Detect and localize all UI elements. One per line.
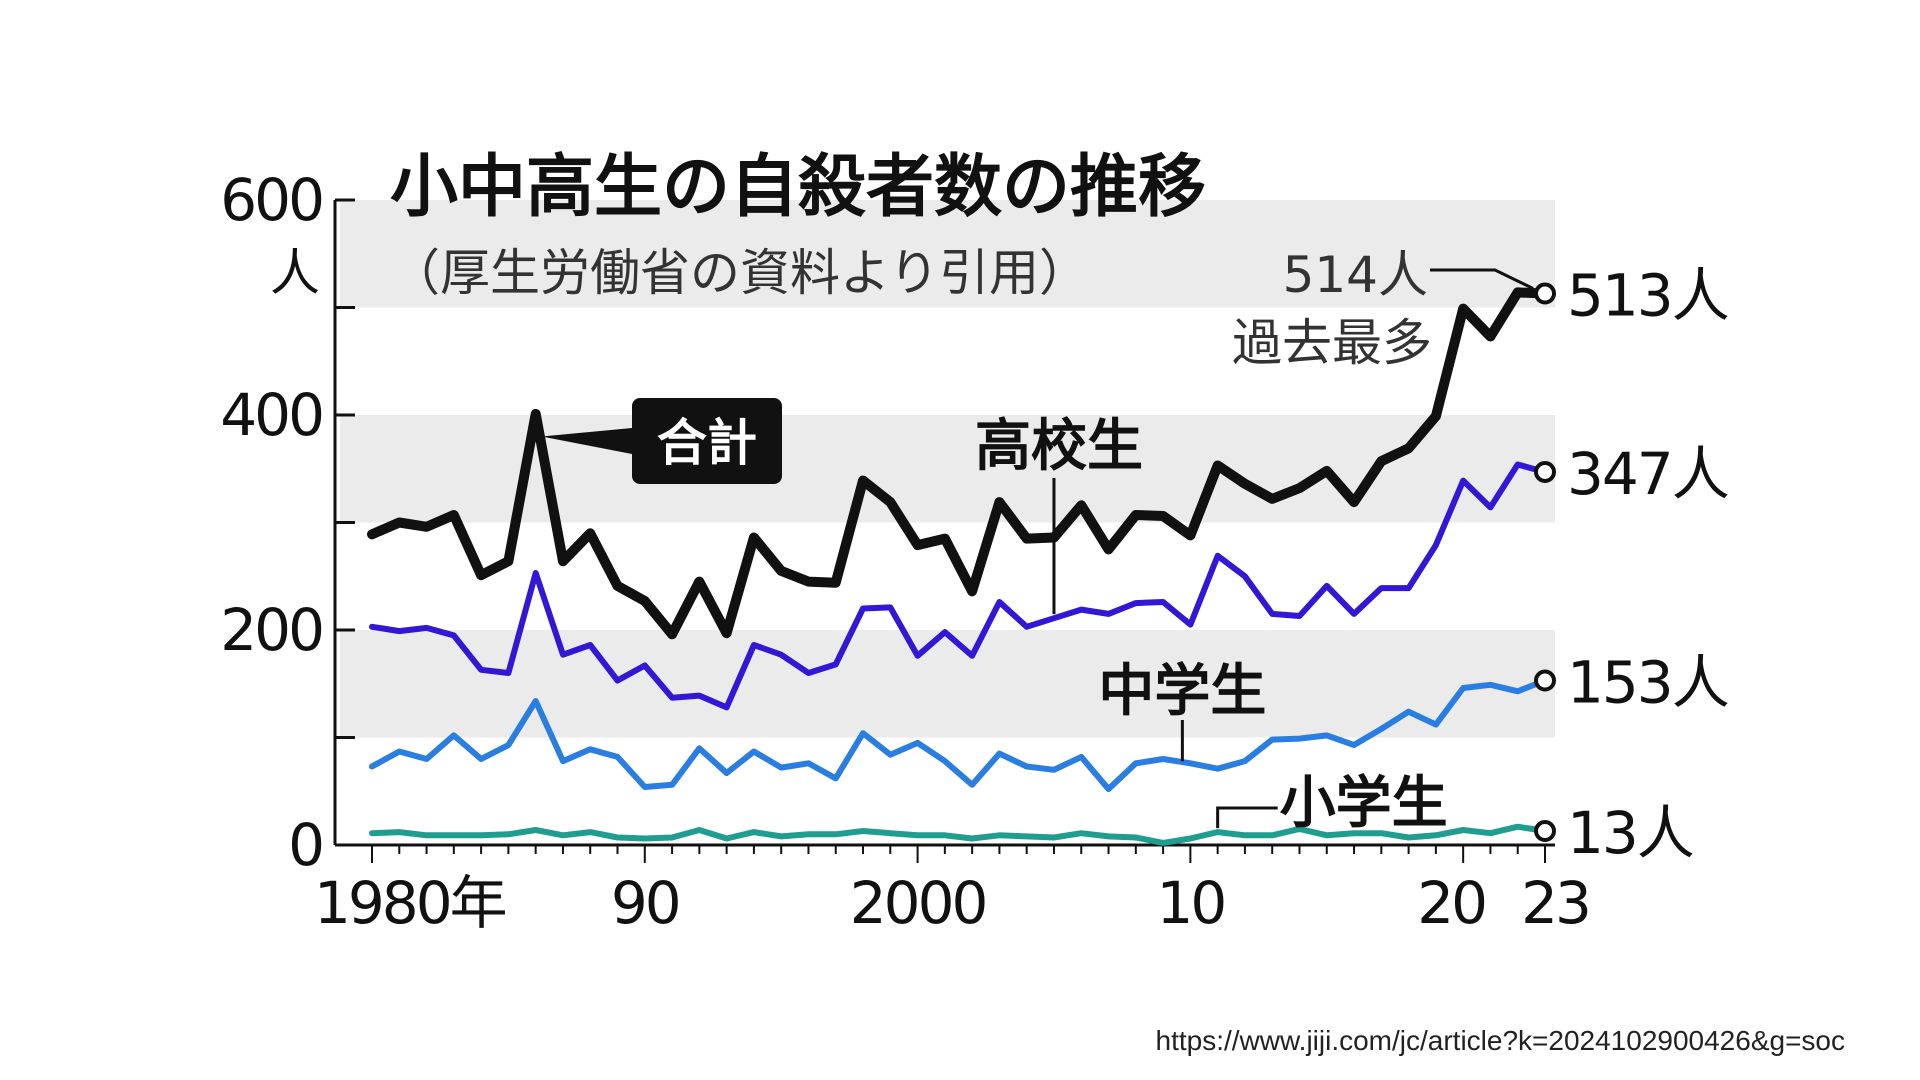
series-line-1 [369, 461, 1548, 711]
series-line-3 [369, 823, 1548, 846]
x-tick-label-1990: 90 [611, 869, 679, 937]
x-tick-label-2000: 2000 [850, 869, 986, 937]
series-lines: 513人 347人 153人 13人 [367, 262, 1730, 867]
series-end-label-2: 153人 [1567, 649, 1728, 717]
record-text-label: 過去最多 [1232, 314, 1432, 372]
x-tick-label-1980: 1980年 [314, 869, 506, 937]
record-leader-line [1430, 268, 1534, 290]
total-callout-box [632, 398, 782, 484]
x-tick-label-2023: 23 [1521, 869, 1589, 937]
x-ticks: 1980年 90 2000 10 20 23 [314, 845, 1592, 937]
series-line-0 [367, 287, 1550, 640]
y-axis-unit: 人 [270, 244, 320, 302]
x-tick-label-2020: 20 [1417, 869, 1485, 937]
total-callout-pointer [541, 428, 632, 454]
series-end-label-3: 13人 [1567, 799, 1693, 867]
grid-band-2 [340, 200, 1555, 308]
series-end-marker-1 [1534, 460, 1556, 483]
series-name-middleschool: 中学生 [1098, 659, 1266, 724]
y-tick-label-600: 600 [220, 166, 322, 234]
elementary-leader-line [1216, 806, 1278, 829]
y-tick-label-0: 0 [288, 811, 322, 879]
y-tick-label-200: 200 [220, 596, 322, 664]
series-end-marker-3 [1534, 820, 1556, 843]
series-name-total: 合計 [657, 414, 757, 472]
series-line-2 [369, 677, 1548, 793]
chart-subtitle: （厚生労働省の資料より引用） [390, 244, 1089, 302]
series-name-highschool: 高校生 [975, 414, 1143, 479]
series-name-elementary: 小学生 [1280, 771, 1448, 836]
source-url: https://www.jiji.com/jc/article?k=202410… [1156, 1025, 1846, 1056]
series-end-marker-2 [1534, 669, 1556, 692]
series-end-label-1: 347人 [1567, 440, 1728, 508]
x-tick-label-2010: 10 [1156, 869, 1224, 937]
chart-title: 小中高生の自殺者数の推移 [390, 148, 1206, 227]
series-end-marker-0 [1534, 282, 1556, 305]
record-value-label: 514人 [1283, 246, 1428, 304]
y-ticks: 0 200 400 600 [220, 166, 355, 879]
y-tick-label-400: 400 [220, 381, 322, 449]
series-end-label-0: 513人 [1567, 262, 1728, 330]
